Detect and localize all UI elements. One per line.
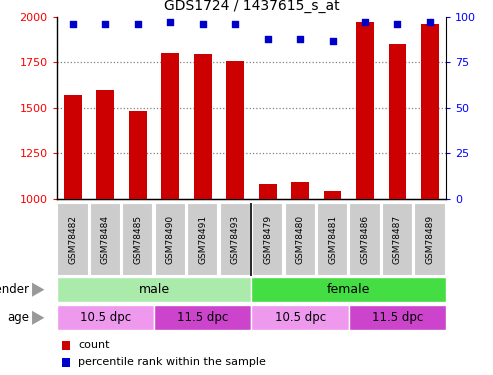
Text: age: age xyxy=(7,311,30,324)
Bar xyxy=(219,202,251,276)
Bar xyxy=(252,202,283,276)
Bar xyxy=(284,202,316,276)
Bar xyxy=(291,182,309,199)
Point xyxy=(296,36,304,42)
Bar xyxy=(187,202,218,276)
Bar xyxy=(356,22,374,199)
Bar xyxy=(349,305,446,330)
Bar xyxy=(62,358,70,367)
Text: GSM78489: GSM78489 xyxy=(425,214,434,264)
Text: 10.5 dpc: 10.5 dpc xyxy=(80,311,131,324)
Text: count: count xyxy=(78,340,109,350)
Point xyxy=(134,21,142,27)
Text: 11.5 dpc: 11.5 dpc xyxy=(177,311,228,324)
Point xyxy=(199,21,207,27)
Text: GSM78479: GSM78479 xyxy=(263,214,272,264)
Text: GSM78481: GSM78481 xyxy=(328,214,337,264)
Bar xyxy=(57,277,251,302)
Bar xyxy=(251,277,446,302)
Bar xyxy=(317,202,348,276)
Text: GSM78485: GSM78485 xyxy=(133,214,142,264)
Point xyxy=(102,21,109,27)
Text: percentile rank within the sample: percentile rank within the sample xyxy=(78,357,266,368)
Bar xyxy=(62,340,70,350)
Bar xyxy=(388,44,406,199)
Bar xyxy=(350,202,381,276)
Bar xyxy=(57,305,154,330)
Text: GSM78482: GSM78482 xyxy=(69,214,77,264)
Bar xyxy=(194,54,211,199)
Point xyxy=(69,21,77,27)
Point xyxy=(166,20,174,26)
Bar xyxy=(323,192,342,199)
Bar xyxy=(382,202,413,276)
Text: GSM78490: GSM78490 xyxy=(166,214,175,264)
Bar xyxy=(154,305,251,330)
Bar xyxy=(259,184,277,199)
Point xyxy=(361,20,369,26)
Text: male: male xyxy=(139,283,170,296)
Text: female: female xyxy=(327,283,370,296)
Bar xyxy=(57,202,89,276)
Bar xyxy=(414,202,446,276)
Point xyxy=(393,21,401,27)
Point xyxy=(231,21,239,27)
Text: GSM78480: GSM78480 xyxy=(296,214,305,264)
Bar xyxy=(161,53,179,199)
Text: GSM78491: GSM78491 xyxy=(198,214,207,264)
Point xyxy=(329,38,337,44)
Bar xyxy=(97,90,114,199)
Text: GSM78487: GSM78487 xyxy=(393,214,402,264)
Text: 10.5 dpc: 10.5 dpc xyxy=(275,311,326,324)
Text: 11.5 dpc: 11.5 dpc xyxy=(372,311,423,324)
Bar xyxy=(226,60,244,199)
Polygon shape xyxy=(32,283,44,297)
Text: GSM78493: GSM78493 xyxy=(231,214,240,264)
Bar xyxy=(129,111,147,199)
Bar xyxy=(251,305,349,330)
Bar xyxy=(122,202,153,276)
Title: GDS1724 / 1437615_s_at: GDS1724 / 1437615_s_at xyxy=(164,0,339,13)
Text: GSM78486: GSM78486 xyxy=(360,214,370,264)
Bar xyxy=(64,95,82,199)
Point xyxy=(426,20,434,26)
Polygon shape xyxy=(32,311,44,325)
Text: GSM78484: GSM78484 xyxy=(101,214,110,264)
Text: gender: gender xyxy=(0,283,30,296)
Bar xyxy=(421,24,439,199)
Bar xyxy=(155,202,186,276)
Bar xyxy=(90,202,121,276)
Point xyxy=(264,36,272,42)
